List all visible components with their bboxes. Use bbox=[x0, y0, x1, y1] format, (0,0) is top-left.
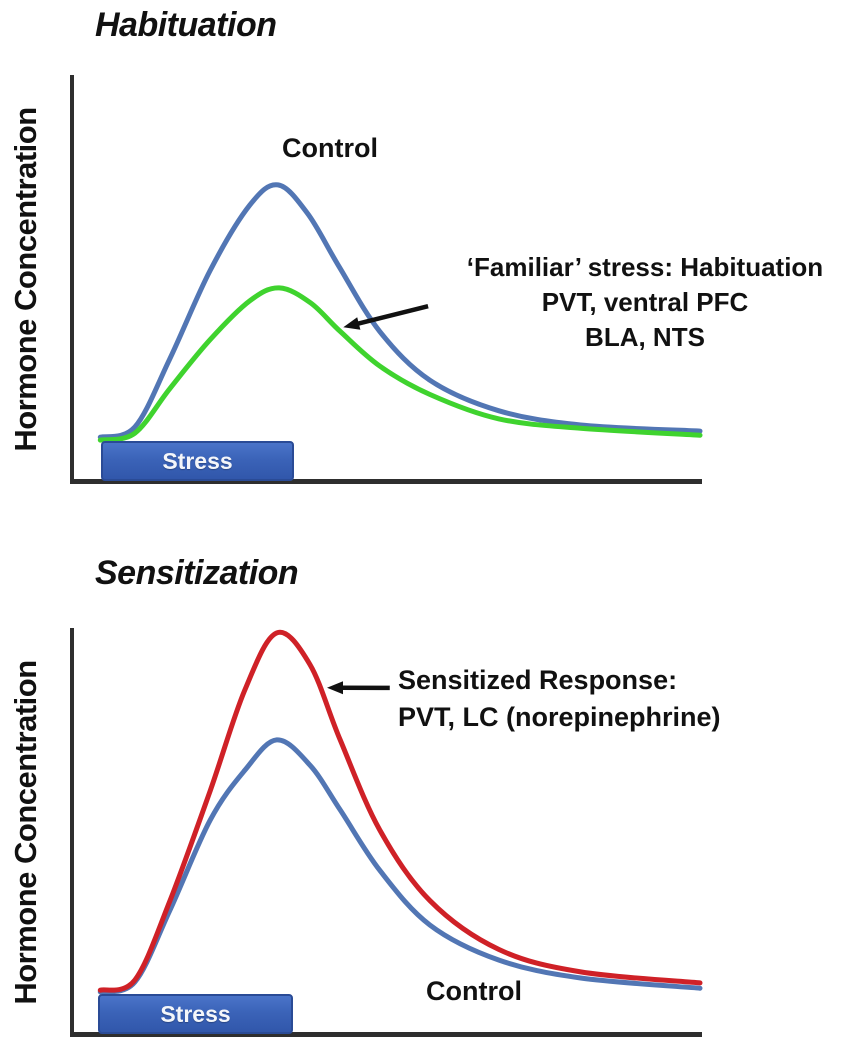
panel-title-sensitization: Sensitization bbox=[95, 554, 299, 592]
x-axis-sensitization bbox=[70, 1032, 702, 1037]
curve-control bbox=[97, 737, 703, 995]
curve-label-control-sensitization: Control bbox=[426, 976, 522, 1006]
stress-bar-sensitization: Stress bbox=[98, 994, 293, 1034]
y-axis-label-habituation: Hormone Concentration bbox=[8, 107, 43, 452]
annotation-arrow-head bbox=[343, 317, 361, 330]
y-axis-sensitization bbox=[70, 628, 74, 1037]
annotation-line: PVT, ventral PFC bbox=[541, 287, 749, 317]
curve-familiar-stress-habituated-response bbox=[97, 285, 703, 443]
annotation-arrow-head bbox=[327, 681, 343, 695]
y-axis-label-sensitization: Hormone Concentration bbox=[8, 660, 43, 1005]
annotation-habituation: ‘Familiar’ stress: Habituation PVT, vent… bbox=[440, 250, 850, 355]
curve-control bbox=[97, 182, 703, 440]
annotation-line: Sensitized Response: bbox=[398, 665, 678, 695]
x-axis-habituation bbox=[70, 479, 702, 484]
plot-area-habituation: Control Stress bbox=[72, 75, 703, 482]
chart-habituation bbox=[97, 182, 703, 443]
stress-bar-label: Stress bbox=[160, 1000, 231, 1027]
stress-bar-habituation: Stress bbox=[101, 441, 294, 481]
annotation-line: PVT, LC (norepinephrine) bbox=[398, 702, 721, 732]
annotation-line: BLA, NTS bbox=[585, 322, 705, 352]
annotation-sensitization: Sensitized Response: PVT, LC (norepineph… bbox=[398, 662, 721, 736]
y-axis-habituation bbox=[70, 75, 74, 484]
stress-bar-label: Stress bbox=[162, 447, 233, 474]
curve-label-control-habituation: Control bbox=[282, 133, 378, 163]
chart-sensitization bbox=[97, 629, 703, 995]
panel-title-habituation: Habituation bbox=[95, 6, 277, 44]
plot-area-sensitization: Control Stress bbox=[72, 628, 703, 1035]
annotation-arrow-line bbox=[355, 303, 429, 327]
annotation-line: ‘Familiar’ stress: Habituation bbox=[466, 252, 824, 282]
curve-sensitized-response bbox=[97, 629, 703, 993]
